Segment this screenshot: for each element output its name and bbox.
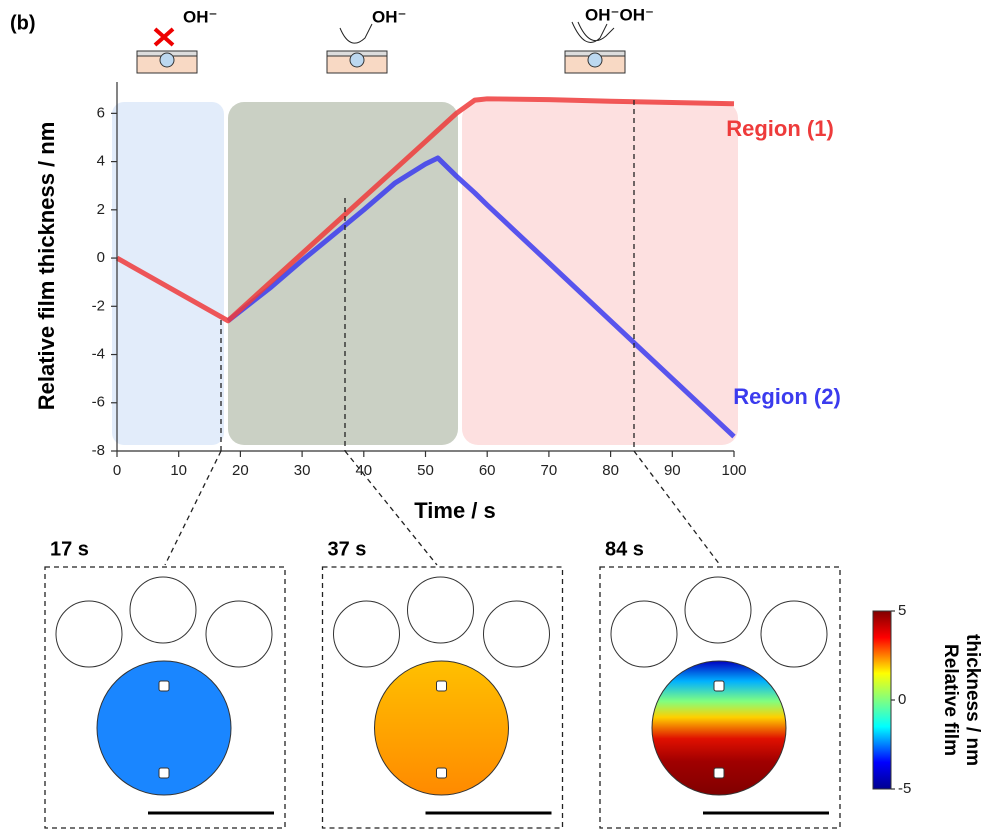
colorbar-label: thickness / nm (962, 634, 983, 766)
electrode (684, 576, 752, 644)
x-tick-label: 60 (479, 462, 496, 479)
y-tick-label: 4 (97, 153, 105, 170)
x-tick-label: 70 (541, 462, 558, 479)
icon-well (587, 52, 603, 68)
colorbar-tick-label: 0 (898, 691, 906, 708)
sample-well (651, 660, 787, 796)
inset-label: 17 s (50, 538, 89, 560)
colorbar-tick-label: 5 (898, 602, 906, 619)
icons: OH⁻ OH⁻ OH⁻OH⁻ (136, 5, 654, 74)
x-tick-label: 30 (294, 462, 311, 479)
icon-flow (339, 23, 373, 44)
icon-well (159, 52, 175, 68)
inset-frame (321, 566, 564, 829)
phase-3 (462, 102, 738, 445)
x-tick-label: 40 (355, 462, 372, 479)
inset-frame (44, 566, 286, 829)
connectors (164, 100, 721, 566)
sample-well (96, 660, 232, 796)
icon-cross (153, 27, 175, 47)
colorbar (872, 610, 892, 790)
electrode (483, 600, 550, 668)
colorbar-tick-label: -5 (898, 780, 911, 797)
icon-well (349, 52, 365, 68)
connector (633, 450, 721, 566)
colorbar-label: Relative film (940, 644, 961, 756)
phase-2 (228, 102, 458, 445)
x-tick-label: 20 (232, 462, 249, 479)
pin (436, 767, 447, 779)
x-tick-label: 50 (417, 462, 434, 479)
x-tick-label: 90 (664, 462, 681, 479)
x-tick-label: 80 (602, 462, 619, 479)
icon-label: OH⁻ (183, 7, 217, 26)
legend-label: Region (1) (726, 116, 834, 141)
phase-shading (112, 102, 738, 445)
series-line (226, 155, 736, 439)
y-tick-label: -2 (92, 297, 105, 314)
electrode (129, 576, 197, 644)
inset-label: 37 s (328, 538, 367, 560)
electrode (407, 576, 474, 644)
inset-label: 84 s (605, 538, 644, 560)
series-line (115, 96, 735, 324)
electrode (610, 600, 678, 668)
icon-label: OH⁻ (372, 7, 406, 26)
legend-label: Region (2) (733, 384, 841, 409)
panel-label: (b) (10, 12, 36, 34)
x-tick-label: 10 (170, 462, 187, 479)
x-axis-label: Time / s (414, 498, 496, 523)
y-tick-label: -6 (92, 394, 105, 411)
y-tick-label: 0 (97, 249, 105, 266)
electrode (55, 600, 123, 668)
icon-flow (571, 21, 615, 43)
colorbar-axis: Relative film thickness / nm 5 0 -5 (891, 602, 983, 797)
y-axis-label: Relative film thickness / nm (34, 122, 59, 411)
electrode (333, 600, 400, 668)
x-tick-label: 100 (721, 462, 746, 479)
pin (713, 767, 725, 779)
y-tick-label: 6 (97, 104, 105, 121)
electrode (205, 600, 273, 668)
pin (158, 767, 170, 779)
phase-1 (112, 102, 224, 445)
icon-label: OH⁻OH⁻ (585, 5, 654, 24)
connector (344, 450, 438, 566)
x-tick-label: 0 (113, 462, 121, 479)
pin (158, 680, 170, 692)
y-tick-label: -4 (92, 345, 105, 362)
plot: 0 10 20 30 40 50 60 70 80 90 100 -8 -6 -4 -2 0 2 4 6 (92, 96, 747, 479)
pin (713, 680, 725, 692)
pin (436, 680, 447, 692)
y-tick-label: 2 (97, 201, 105, 218)
electrode (760, 600, 828, 668)
connector (164, 450, 222, 566)
y-tick-label: -8 (92, 442, 105, 459)
inset-frame (599, 566, 841, 829)
insets: 17 s 37 s 84 s (44, 538, 841, 829)
sample-well (374, 660, 509, 796)
